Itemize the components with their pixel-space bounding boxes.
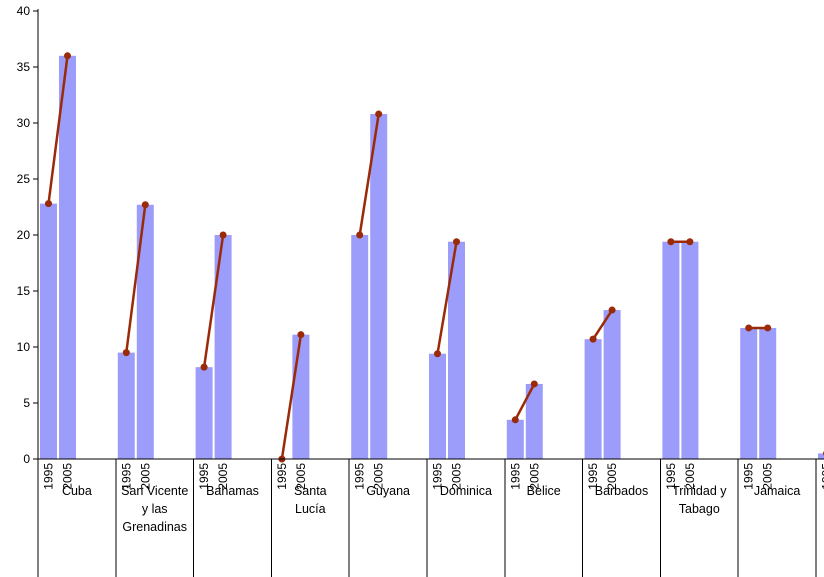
series-point-2005 (64, 52, 71, 60)
x-sub-label-1995: 1995 (508, 463, 522, 490)
bar-1995 (662, 241, 680, 459)
x-sub-label-2005: 2005 (61, 463, 75, 490)
series-line-segment (436, 241, 458, 354)
x-category-label: Barbados (595, 484, 649, 498)
series-point-2005 (141, 201, 149, 209)
series-point-2005 (530, 380, 538, 388)
bar-1995 (818, 453, 824, 459)
bar-1995 (584, 339, 602, 459)
series-point-1995 (122, 349, 130, 357)
x-sub-label-1995: 1995 (42, 463, 56, 490)
bar-1995 (40, 203, 57, 459)
y-tick-label: 20 (17, 228, 31, 242)
bar-2005 (759, 327, 777, 459)
x-category-label: Belice (527, 484, 561, 498)
series-point-1995 (45, 200, 52, 208)
series-point-1995 (200, 363, 208, 371)
y-tick-label: 25 (17, 172, 31, 186)
y-tick-label: 30 (17, 116, 31, 130)
x-sub-label-1995: 1995 (820, 463, 824, 490)
x-sub-label-1995: 1995 (197, 463, 211, 490)
x-category-label: Jamaica (754, 484, 801, 498)
series-point-2005 (375, 110, 383, 118)
y-tick-label: 10 (17, 340, 31, 354)
bar-2005 (214, 235, 232, 459)
series-line-segment (358, 113, 380, 236)
x-category-label: Dominica (440, 484, 492, 498)
x-sub-label-2005: 2005 (294, 463, 308, 490)
x-category-label: Guyana (366, 484, 410, 498)
series-point-1995 (667, 238, 675, 246)
series-line-segment (514, 383, 536, 421)
y-tick-label: 40 (17, 4, 31, 18)
series-point-1995 (745, 324, 753, 332)
x-sub-label-1995: 1995 (119, 463, 133, 490)
series-point-1995 (589, 335, 597, 343)
bar-1995 (117, 352, 135, 459)
series-point-2005 (686, 238, 694, 246)
series-point-2005 (219, 231, 227, 239)
y-tick-label: 0 (23, 452, 30, 466)
bar-2005 (292, 334, 310, 459)
bar-1995 (351, 235, 369, 459)
bar-2005 (603, 310, 621, 459)
x-sub-label-1995: 1995 (431, 463, 445, 490)
bar-2005 (136, 204, 154, 459)
bar-2005 (59, 55, 76, 460)
series-line-segment (202, 234, 225, 368)
bars (40, 55, 824, 460)
x-sub-label-1995: 1995 (353, 463, 367, 490)
x-sub-label-2005: 2005 (527, 463, 541, 490)
series-point-1995 (434, 350, 441, 358)
bar-1995 (429, 353, 446, 459)
series-line-segment (125, 204, 147, 353)
bar-2005 (370, 114, 388, 459)
y-tick-label: 15 (17, 284, 31, 298)
x-sub-label-1995: 1995 (586, 463, 600, 490)
x-sub-label-1995: 1995 (742, 463, 756, 490)
series-lines (45, 52, 824, 463)
x-sub-label-2005: 2005 (216, 463, 230, 490)
bar-2005 (681, 241, 699, 459)
x-sub-label-2005: 2005 (683, 463, 697, 490)
x-sub-label-1995: 1995 (275, 463, 289, 490)
x-category-label: Cuba (62, 484, 92, 498)
series-point-1995 (511, 416, 519, 424)
x-sub-label-2005: 2005 (450, 463, 464, 490)
series-line-segment (280, 334, 303, 460)
series-point-2005 (764, 324, 772, 332)
series-line-segment (47, 55, 69, 204)
x-category-label: Santa Lucía (294, 484, 327, 516)
y-tick-label: 5 (23, 396, 30, 410)
series-point-2005 (297, 331, 305, 339)
series-line-segment (592, 309, 614, 340)
bar-1995 (506, 419, 524, 459)
y-axis: 0 5 10 15 20 25 30 35 40 (17, 4, 39, 577)
x-category-label: San Vicente y las Grenadinas (121, 484, 188, 534)
x-sub-label-2005: 2005 (605, 463, 619, 490)
x-sub-label-2005: 2005 (138, 463, 152, 490)
x-category-label: Bahamas (206, 484, 259, 498)
x-sub-label-1995: 1995 (664, 463, 678, 490)
bar-1995 (195, 367, 213, 459)
y-tick-label: 35 (17, 60, 31, 74)
x-sub-label-2005: 2005 (761, 463, 775, 490)
bar-2005 (525, 383, 543, 459)
bar-2005 (448, 241, 465, 459)
x-sub-label-2005: 2005 (372, 463, 386, 490)
bar-1995 (740, 327, 758, 459)
x-category-label: Trinidad y Tabago (672, 484, 727, 516)
series-point-2005 (453, 238, 460, 246)
series-point-1995 (356, 231, 364, 239)
series-point-2005 (608, 306, 616, 314)
